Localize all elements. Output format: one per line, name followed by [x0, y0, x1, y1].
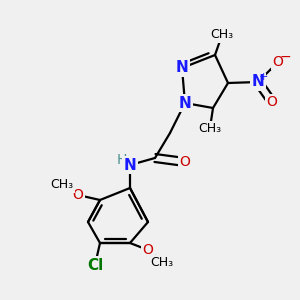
- Text: O: O: [180, 155, 190, 169]
- Text: −: −: [279, 50, 291, 64]
- Text: N: N: [252, 74, 264, 89]
- Text: O: O: [273, 55, 283, 69]
- Text: H: H: [117, 153, 127, 167]
- Text: O: O: [142, 243, 153, 257]
- Text: +: +: [258, 72, 268, 82]
- Text: CH₃: CH₃: [198, 122, 222, 134]
- Text: Cl: Cl: [87, 257, 103, 272]
- Text: O: O: [267, 95, 278, 109]
- Text: CH₃: CH₃: [150, 256, 174, 268]
- Text: N: N: [178, 95, 191, 110]
- Text: N: N: [124, 158, 136, 172]
- Text: N: N: [176, 61, 188, 76]
- Text: O: O: [73, 188, 83, 202]
- Text: CH₃: CH₃: [210, 28, 234, 41]
- Text: CH₃: CH₃: [50, 178, 74, 191]
